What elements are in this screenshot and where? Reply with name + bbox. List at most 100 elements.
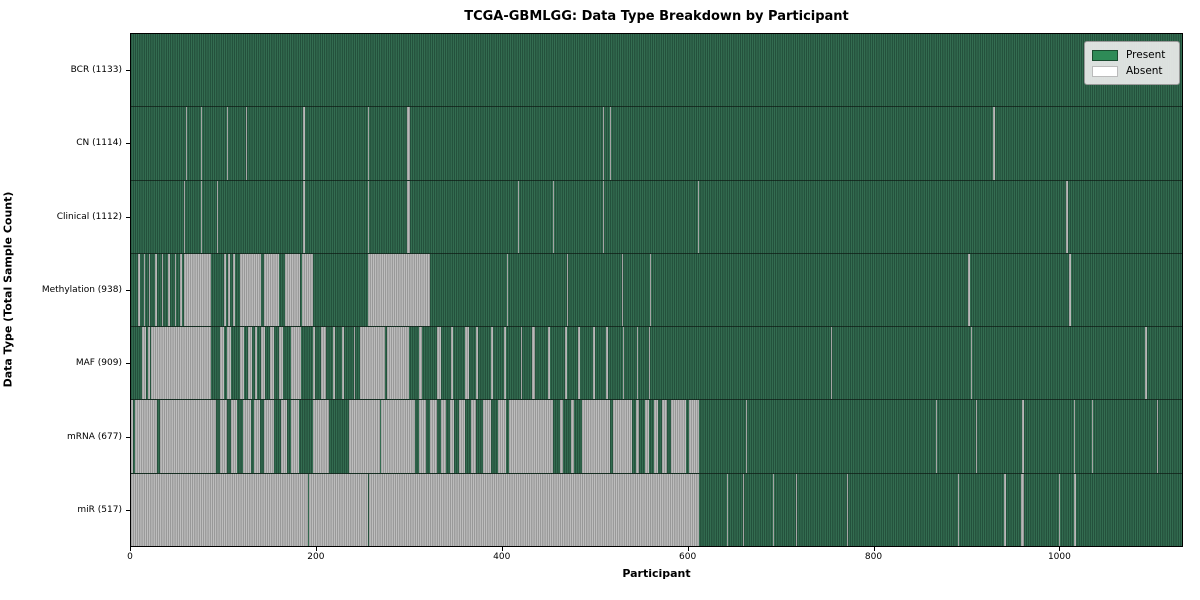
absent-segment xyxy=(148,253,151,327)
legend-label-absent: Absent xyxy=(1126,65,1163,77)
absent-segment xyxy=(437,327,441,400)
y-tick-mark xyxy=(126,436,130,438)
absent-segment xyxy=(636,327,639,400)
absent-segment xyxy=(605,327,608,400)
heatmap-row-maf xyxy=(131,327,1182,401)
heatmap-row-methylation xyxy=(131,253,1182,328)
absent-segment xyxy=(470,400,477,473)
absent-segment xyxy=(1074,473,1077,546)
absent-segment xyxy=(387,327,410,400)
heatmap-row-clinical xyxy=(131,180,1182,254)
absent-segment xyxy=(650,253,652,327)
absent-segment xyxy=(976,400,978,473)
heatmap-row-mrna xyxy=(131,400,1182,474)
chart-title: TCGA-GBMLGG: Data Type Breakdown by Part… xyxy=(464,9,849,24)
x-tick-mark xyxy=(1059,547,1061,551)
absent-segment xyxy=(621,253,623,327)
x-axis-label: Participant xyxy=(622,567,691,580)
absent-segment xyxy=(1074,400,1076,473)
absent-segment xyxy=(155,253,157,327)
y-tick-label: miR (517) xyxy=(77,505,122,516)
absent-segment xyxy=(147,327,150,400)
absent-segment xyxy=(233,253,235,327)
absent-segment xyxy=(368,107,370,180)
x-tick-mark xyxy=(687,547,689,551)
absent-segment xyxy=(609,107,611,180)
absent-segment xyxy=(228,253,231,327)
y-tick-mark xyxy=(126,363,130,365)
absent-segment xyxy=(451,327,453,400)
absent-segment xyxy=(180,253,182,327)
absent-segment xyxy=(367,253,430,327)
x-tick-mark xyxy=(873,547,875,551)
x-tick-label: 800 xyxy=(864,552,883,562)
absent-segment xyxy=(1022,400,1025,473)
absent-segment xyxy=(970,327,972,400)
absent-segment xyxy=(247,327,252,400)
absent-segment xyxy=(670,400,686,473)
plot-area xyxy=(130,33,1183,547)
absent-swatch xyxy=(1092,65,1118,77)
absent-segment xyxy=(353,327,356,400)
absent-segment xyxy=(531,327,536,400)
absent-segment xyxy=(418,327,423,400)
absent-segment xyxy=(254,400,260,473)
absent-segment xyxy=(223,253,226,327)
absent-segment xyxy=(548,327,551,400)
x-tick-label: 400 xyxy=(493,552,511,562)
absent-segment xyxy=(429,400,438,473)
legend-label-present: Present xyxy=(1126,49,1166,61)
legend-item-present: Present xyxy=(1092,47,1171,63)
legend: Present Absent xyxy=(1084,41,1180,85)
absent-segment xyxy=(240,253,261,327)
absent-segment xyxy=(613,400,632,473)
absent-segment xyxy=(697,180,699,253)
absent-segment xyxy=(227,107,229,180)
absent-segment xyxy=(360,327,386,400)
absent-segment xyxy=(498,400,506,473)
absent-segment xyxy=(260,327,265,400)
y-tick-mark xyxy=(126,69,130,71)
absent-segment xyxy=(227,327,232,400)
y-tick-mark xyxy=(126,510,130,512)
absent-segment xyxy=(290,400,299,473)
absent-segment xyxy=(1068,253,1071,327)
absent-segment xyxy=(333,327,336,400)
x-tick-mark xyxy=(315,547,317,551)
absent-segment xyxy=(506,253,508,327)
absent-segment xyxy=(143,253,145,327)
absent-segment xyxy=(200,107,202,180)
absent-segment xyxy=(309,473,368,546)
absent-segment xyxy=(312,400,329,473)
absent-segment xyxy=(243,400,251,473)
y-tick-label: mRNA (677) xyxy=(67,431,122,442)
x-tick-mark xyxy=(501,547,503,551)
absent-segment xyxy=(270,327,274,400)
absent-segment xyxy=(321,327,326,400)
absent-segment xyxy=(263,253,280,327)
absent-segment xyxy=(381,400,415,473)
absent-segment xyxy=(183,180,185,253)
absent-segment xyxy=(348,400,380,473)
x-tick-label: 200 xyxy=(307,552,325,562)
absent-segment xyxy=(772,473,774,546)
absent-segment xyxy=(240,327,245,400)
y-tick-mark xyxy=(126,290,130,291)
absent-segment xyxy=(450,400,454,473)
absent-segment xyxy=(1092,400,1094,473)
absent-segment xyxy=(159,400,217,473)
heatmap-row-cn xyxy=(131,107,1182,181)
absent-segment xyxy=(746,400,748,473)
absent-segment xyxy=(503,327,506,400)
absent-segment xyxy=(151,327,211,400)
absent-segment xyxy=(1020,473,1025,546)
absent-segment xyxy=(418,400,426,473)
x-tick-label: 600 xyxy=(679,552,697,562)
absent-segment xyxy=(220,400,228,473)
absent-segment xyxy=(284,253,300,327)
y-tick-label: BCR (1133) xyxy=(70,64,122,75)
absent-segment xyxy=(440,400,447,473)
absent-segment xyxy=(578,327,580,400)
y-tick-mark xyxy=(126,216,130,218)
absent-segment xyxy=(957,473,959,546)
